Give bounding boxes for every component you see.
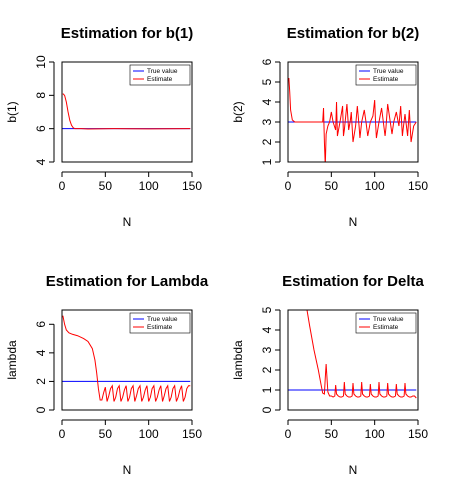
legend-label: Estimate xyxy=(373,76,399,83)
y-tick-label: 10 xyxy=(34,55,48,69)
x-tick-label: 50 xyxy=(99,179,113,193)
legend-label: Estimate xyxy=(373,324,399,331)
y-tick-label: 2 xyxy=(260,366,274,373)
x-tick-label: 0 xyxy=(285,427,292,441)
x-tick-label: 150 xyxy=(408,179,428,193)
chart-panel-3: Estimation for Lambda 0 50 100 150 0 2 4 6 Nlambd… xyxy=(5,273,209,477)
x-tick-label: 0 xyxy=(285,179,292,193)
legend-label: True value xyxy=(373,316,404,323)
y-tick-label: 5 xyxy=(260,306,274,313)
series-estimate-line xyxy=(62,315,191,402)
x-tick-label: 0 xyxy=(59,427,66,441)
legend-label: Estimate xyxy=(147,324,173,331)
x-tick-label: 50 xyxy=(325,179,339,193)
y-tick-label: 1 xyxy=(260,158,274,165)
chart-panel-4: Estimation for Delta 0 50 100 150 0 1 2 3 4 5 Nlamb… xyxy=(231,273,428,477)
y-tick-label: 3 xyxy=(260,346,274,353)
x-tick-label: 50 xyxy=(325,427,339,441)
x-axis-label: N xyxy=(123,215,132,229)
plot-frame xyxy=(287,61,419,163)
x-tick-label: 50 xyxy=(99,427,113,441)
x-tick-label: 150 xyxy=(182,179,202,193)
y-tick-label: 5 xyxy=(260,78,274,85)
y-axis-label: b(1) xyxy=(5,101,19,122)
chart-title: Estimation for Delta xyxy=(282,273,424,290)
series-estimate-line xyxy=(306,310,417,399)
y-axis-label: lambda xyxy=(5,340,19,380)
chart-panel-1: Estimation for b(1) 0 50 100 150 4 6 8 10 Nb(1) Tr… xyxy=(5,25,202,229)
chart-title: Estimation for Lambda xyxy=(46,273,209,290)
x-axis-label: N xyxy=(349,215,358,229)
x-tick-label: 100 xyxy=(139,427,159,441)
legend-box xyxy=(355,312,417,334)
series-estimate-line xyxy=(62,93,191,130)
x-tick-label: 100 xyxy=(139,179,159,193)
y-tick-label: 4 xyxy=(34,158,48,165)
y-tick-label: 6 xyxy=(34,125,48,132)
x-tick-label: 150 xyxy=(408,427,428,441)
y-tick-label: 2 xyxy=(34,378,48,385)
x-tick-label: 100 xyxy=(365,427,385,441)
chart-panel-2: Estimation for b(2) 0 50 100 150 1 2 3 4 5 6 Nb(2) T… xyxy=(231,25,428,229)
y-tick-label: 3 xyxy=(260,118,274,125)
plot-frame xyxy=(61,61,193,163)
y-tick-label: 6 xyxy=(34,321,48,328)
plot-frame xyxy=(61,309,193,411)
chart-title: Estimation for b(2) xyxy=(287,25,420,42)
y-axis-label: b(2) xyxy=(231,101,245,122)
y-tick-label: 4 xyxy=(260,326,274,333)
x-tick-label: 100 xyxy=(365,179,385,193)
legend-box xyxy=(355,64,417,86)
legend-box xyxy=(129,64,191,86)
y-tick-label: 8 xyxy=(34,92,48,99)
legend-label: True value xyxy=(147,68,178,75)
y-tick-label: 0 xyxy=(260,406,274,413)
series-estimate-line xyxy=(288,77,417,162)
y-tick-label: 4 xyxy=(260,98,274,105)
y-tick-label: 4 xyxy=(34,349,48,356)
x-tick-label: 0 xyxy=(59,179,66,193)
chart-title: Estimation for b(1) xyxy=(61,25,194,42)
legend-label: True value xyxy=(147,316,178,323)
y-tick-label: 1 xyxy=(260,386,274,393)
x-tick-label: 150 xyxy=(182,427,202,441)
y-tick-label: 6 xyxy=(260,58,274,65)
y-tick-label: 2 xyxy=(260,138,274,145)
x-axis-label: N xyxy=(123,463,132,477)
y-tick-label: 0 xyxy=(34,406,48,413)
legend-box xyxy=(129,312,191,334)
legend-label: Estimate xyxy=(147,76,173,83)
x-axis-label: N xyxy=(349,463,358,477)
plot-frame xyxy=(287,309,419,411)
y-axis-label: lambda xyxy=(231,340,245,380)
legend-label: True value xyxy=(373,68,404,75)
